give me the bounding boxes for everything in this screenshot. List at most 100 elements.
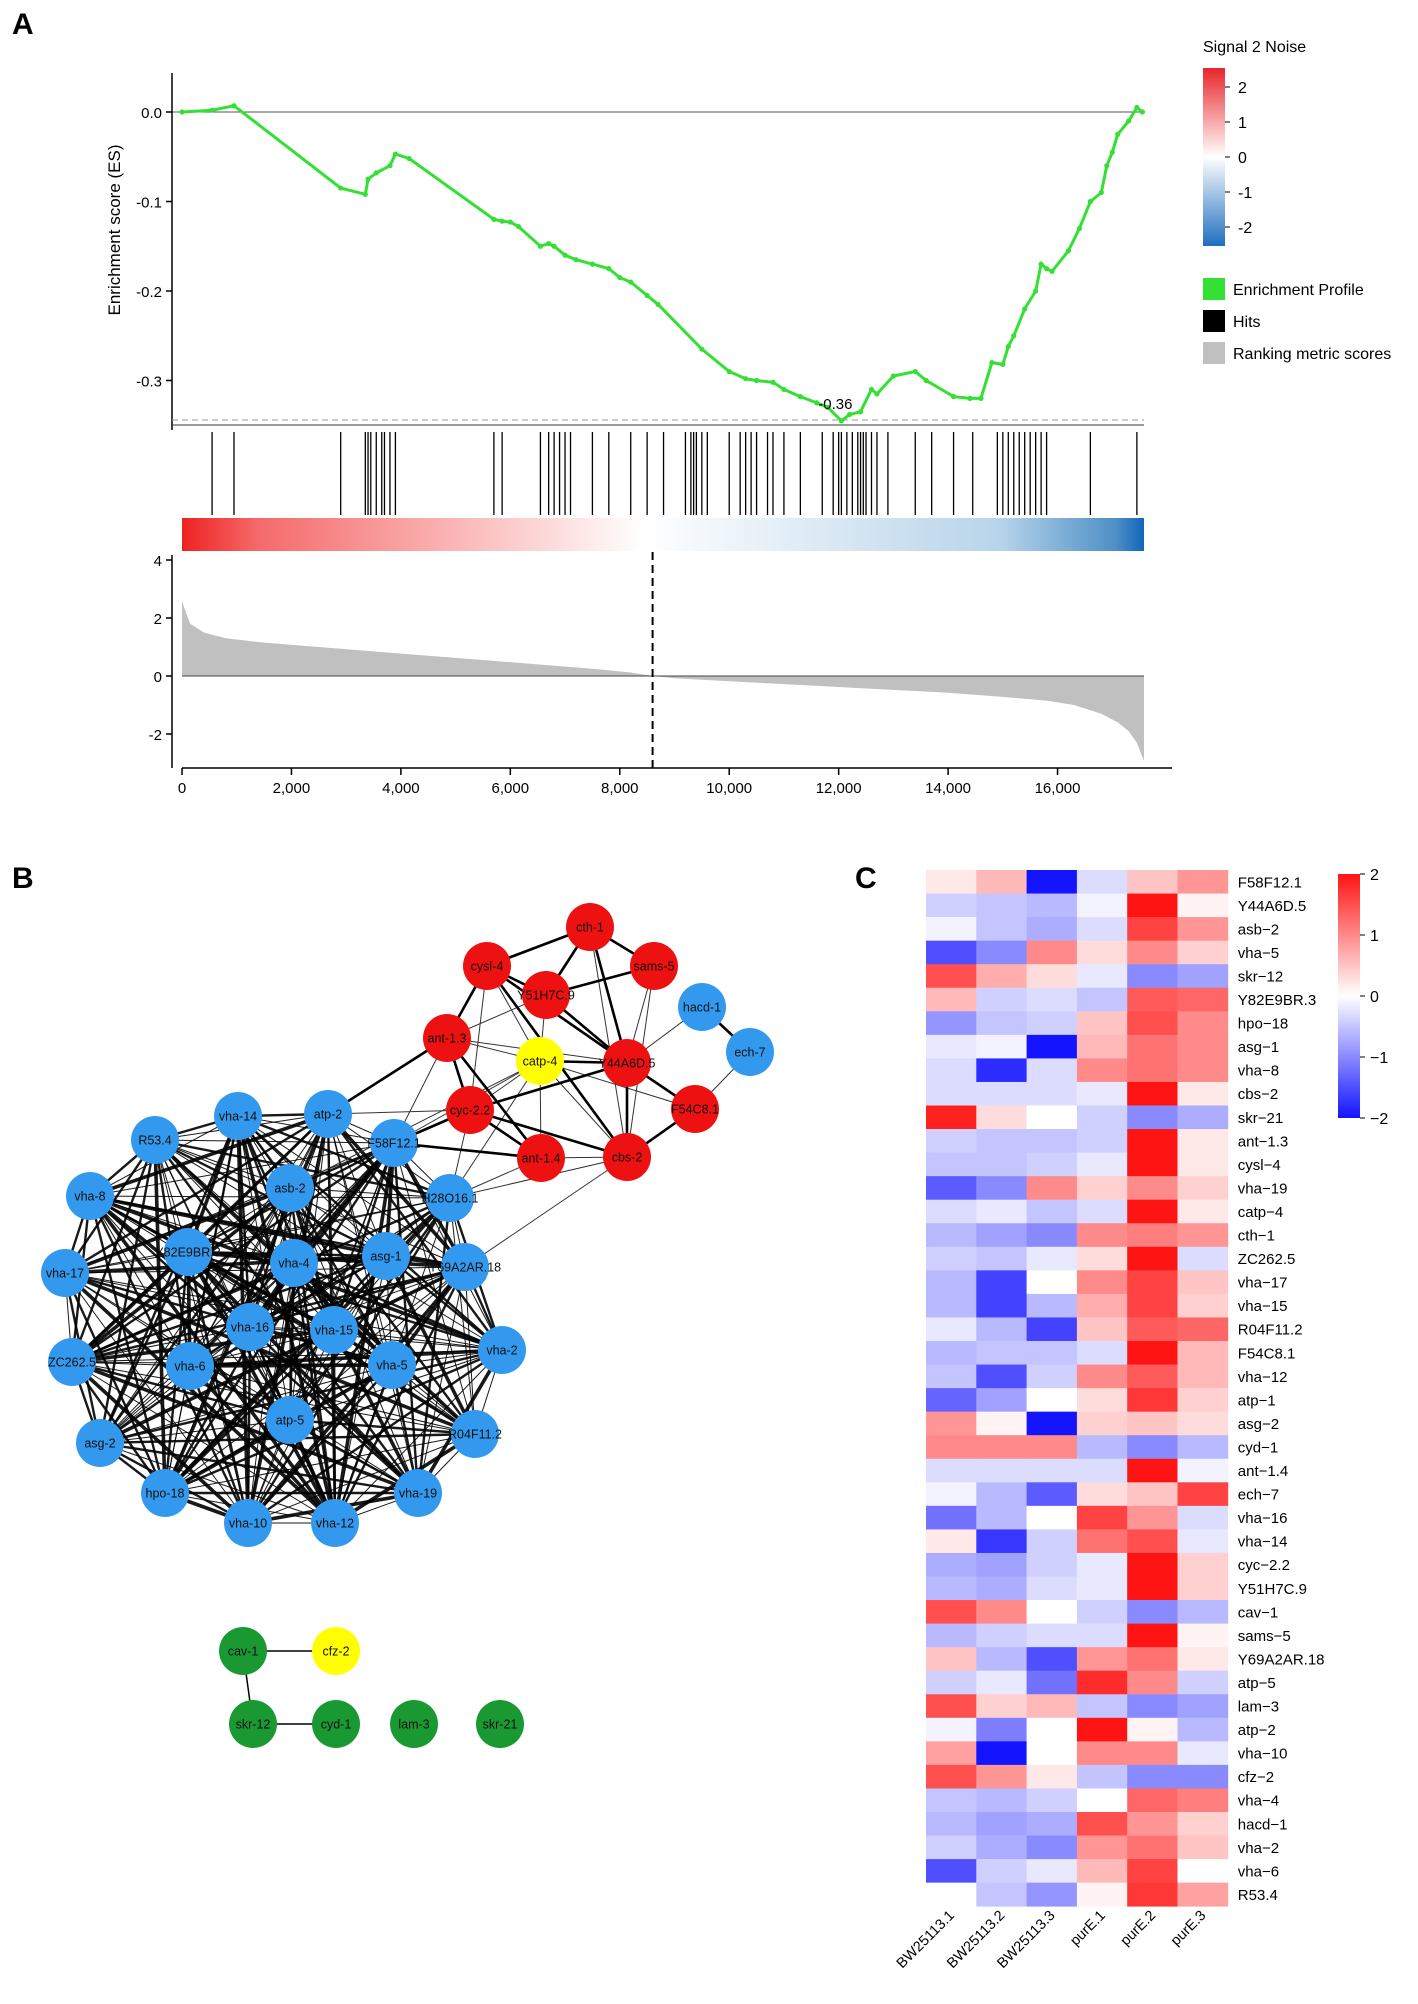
heatmap-cell bbox=[1076, 1199, 1128, 1224]
network-edge bbox=[64, 1197, 451, 1274]
network-node bbox=[603, 1133, 651, 1181]
es-point bbox=[655, 301, 661, 308]
heatmap-row-label: F58F12.1 bbox=[1238, 874, 1302, 891]
network-node bbox=[463, 942, 511, 990]
es-point bbox=[770, 379, 776, 385]
network-node bbox=[310, 1306, 358, 1354]
es-point bbox=[628, 279, 634, 285]
network-node bbox=[226, 1303, 274, 1351]
heatmap-cell bbox=[1127, 1812, 1178, 1836]
network-edge bbox=[247, 1433, 476, 1524]
heatmap-cell bbox=[1177, 870, 1229, 894]
heatmap-cell bbox=[1127, 1670, 1178, 1695]
heatmap-colorbar-tick-label: 1 bbox=[1370, 928, 1379, 945]
heatmap-cell bbox=[976, 1505, 1027, 1530]
network-edge bbox=[327, 1113, 393, 1366]
network-node-label: vha-19 bbox=[399, 1487, 437, 1501]
network-node bbox=[266, 1396, 314, 1444]
heatmap-row-label: cfz−2 bbox=[1238, 1769, 1274, 1786]
heatmap-cell bbox=[976, 1223, 1027, 1248]
heatmap-cell bbox=[1127, 1435, 1178, 1460]
es-point bbox=[923, 377, 929, 384]
x-tick-label: 4,000 bbox=[382, 780, 420, 797]
network-edge bbox=[293, 1261, 503, 1352]
heatmap-cell bbox=[976, 1317, 1027, 1342]
network-edge bbox=[385, 1255, 503, 1351]
es-point bbox=[743, 376, 749, 382]
heatmap-cell bbox=[1177, 1741, 1229, 1766]
heatmap-row-label: lam−3 bbox=[1238, 1699, 1279, 1716]
heatmap-cell bbox=[926, 1552, 977, 1577]
heatmap-cell bbox=[1127, 940, 1178, 965]
heatmap-cell bbox=[926, 1341, 977, 1365]
heatmap-cell bbox=[1127, 1034, 1178, 1059]
network-edge bbox=[99, 1348, 503, 1445]
heatmap-cell bbox=[1076, 1600, 1128, 1624]
network-node bbox=[726, 1028, 774, 1076]
heatmap-cell bbox=[926, 1223, 977, 1248]
heatmap-cell bbox=[976, 1246, 1027, 1271]
heatmap-cell bbox=[1076, 1152, 1128, 1177]
network-node bbox=[270, 1239, 318, 1287]
heatmap-cell bbox=[976, 1576, 1027, 1601]
network-node bbox=[426, 1174, 474, 1222]
heatmap-row-label: catp−4 bbox=[1238, 1204, 1283, 1221]
legend-swatch-enrichment bbox=[1203, 278, 1225, 300]
es-point bbox=[1011, 333, 1017, 339]
network-node bbox=[522, 971, 570, 1019]
network-edge bbox=[89, 1142, 395, 1197]
heatmap-cell bbox=[976, 917, 1027, 942]
network-edge bbox=[249, 1326, 503, 1351]
network-node bbox=[476, 1700, 524, 1748]
heatmap-cell bbox=[976, 1411, 1027, 1436]
es-point bbox=[868, 386, 875, 393]
network-edge bbox=[333, 1329, 503, 1351]
network-node bbox=[362, 1232, 410, 1280]
heatmap-cell bbox=[926, 1317, 977, 1342]
network-edge bbox=[289, 1060, 541, 1189]
heatmap-cell bbox=[1076, 987, 1128, 1012]
signal-colorbar-tick-label: -1 bbox=[1238, 185, 1252, 202]
heatmap-cell bbox=[1026, 870, 1078, 894]
network-edge bbox=[464, 1156, 628, 1268]
heatmap-colorbar-tick-label: −1 bbox=[1370, 1050, 1388, 1067]
heatmap-cell bbox=[1026, 1105, 1078, 1130]
heatmap-cell bbox=[1026, 1176, 1078, 1201]
heatmap-row-label: vha−12 bbox=[1238, 1369, 1288, 1386]
heatmap-cell bbox=[1026, 893, 1078, 918]
network-node-label: ant-1.4 bbox=[522, 1152, 561, 1166]
heatmap-cell bbox=[1076, 1717, 1128, 1742]
heatmap-cell bbox=[926, 1741, 977, 1766]
heatmap-cell bbox=[1127, 1105, 1178, 1130]
heatmap-cell bbox=[1076, 1788, 1128, 1813]
network-edge bbox=[393, 1142, 476, 1435]
heatmap-cell bbox=[976, 1341, 1027, 1365]
es-point bbox=[1109, 149, 1115, 155]
ranking-area bbox=[182, 600, 1144, 761]
heatmap-cell bbox=[1127, 1764, 1178, 1789]
heatmap-row-label: cth−1 bbox=[1238, 1228, 1275, 1245]
heatmap-cell bbox=[1026, 1388, 1078, 1413]
es-point bbox=[1005, 343, 1011, 350]
heatmap-cell bbox=[1177, 1105, 1229, 1130]
heatmap-cell bbox=[1177, 1152, 1229, 1177]
heatmap-row-label: vha−6 bbox=[1238, 1863, 1279, 1880]
heatmap-cell bbox=[1026, 1152, 1078, 1177]
x-tick-label: 6,000 bbox=[492, 780, 530, 797]
heatmap-cell bbox=[1127, 964, 1178, 989]
network-edge bbox=[246, 1265, 467, 1525]
es-point bbox=[890, 373, 896, 379]
heatmap-cell bbox=[1026, 1835, 1078, 1860]
network-edge bbox=[417, 1266, 466, 1494]
network-node bbox=[66, 1172, 114, 1220]
heatmap-cell bbox=[926, 1293, 977, 1318]
heatmap-colorbar-group: 2 1 0 −1 −2 bbox=[1338, 867, 1388, 1128]
network-node-label: ant-1.3 bbox=[428, 1032, 467, 1046]
heatmap-cell bbox=[1177, 1034, 1229, 1059]
heatmap-cell bbox=[1026, 1694, 1078, 1719]
es-point bbox=[499, 218, 505, 224]
es-point bbox=[515, 223, 522, 230]
network-node-label: asb-2 bbox=[274, 1182, 305, 1196]
network-node-label: vha-15 bbox=[315, 1324, 353, 1338]
es-point bbox=[838, 418, 844, 424]
